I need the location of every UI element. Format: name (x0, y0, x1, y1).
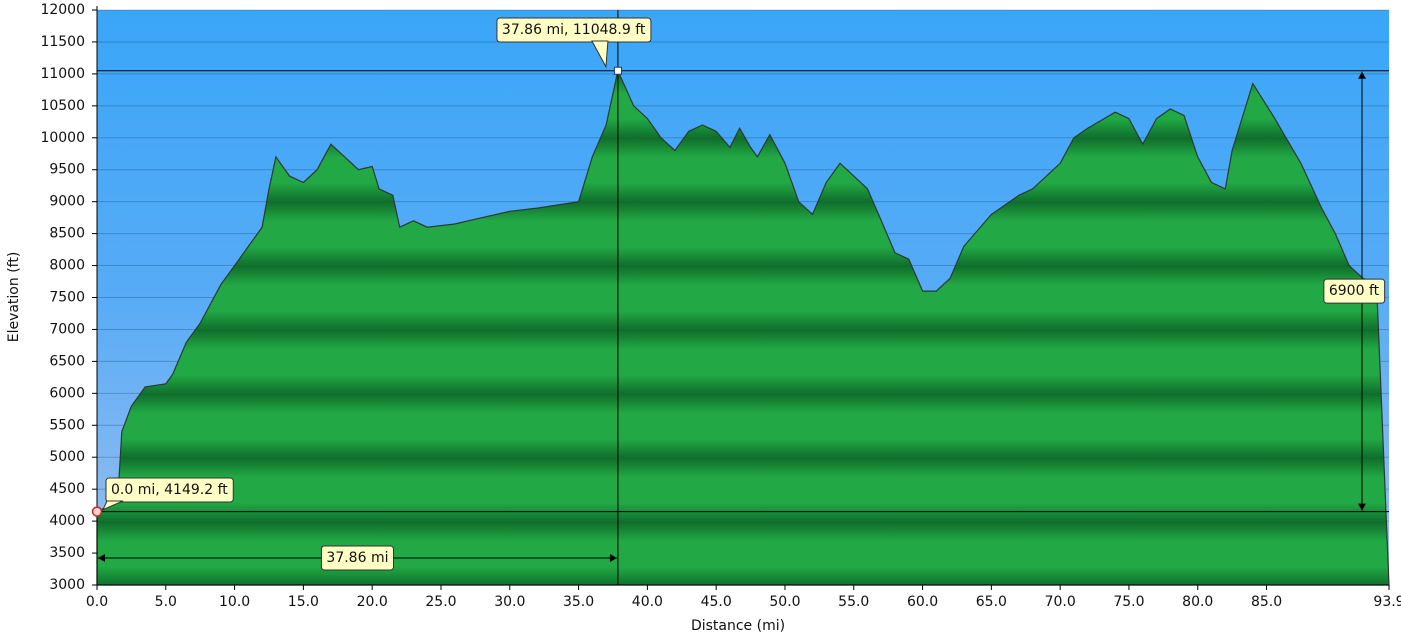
x-tick-label: 50.0 (769, 594, 800, 610)
arrow-head (609, 554, 617, 562)
y-tick-label: 3000 (49, 577, 85, 593)
x-tick-label: 25.0 (425, 594, 456, 610)
x-tick-label: 70.0 (1045, 594, 1076, 610)
x-tick-label: 65.0 (976, 594, 1007, 610)
marker (91, 506, 103, 517)
y-tick-label: 4500 (49, 481, 85, 497)
annotation-box (105, 477, 234, 503)
annotation-box (496, 17, 652, 43)
annotation-pointer (101, 500, 124, 511)
x-tick-label: 80.0 (1182, 594, 1213, 610)
y-tick-label: 6000 (49, 385, 85, 401)
x-tick-label: 20.0 (357, 594, 388, 610)
x-tick-label: 35.0 (563, 594, 594, 610)
y-tick-label: 7000 (49, 321, 85, 337)
arrow-head (1358, 503, 1366, 511)
x-axis-title: Distance (mi) (691, 618, 785, 634)
y-tick-label: 11000 (40, 66, 85, 82)
x-tick-label: 85.0 (1251, 594, 1282, 610)
y-tick-label: 3500 (49, 545, 85, 561)
x-tick-label: 55.0 (838, 594, 869, 610)
x-tick-label: 0.0 (86, 594, 108, 610)
annotation-pointer (591, 40, 609, 69)
marker (613, 66, 622, 75)
y-axis-title: Elevation (ft) (6, 252, 22, 343)
x-tick-label: 93.9 (1373, 594, 1401, 610)
annotation-box (320, 545, 394, 571)
annotation-text: 6900 ft (1329, 283, 1380, 299)
annotation-text: 37.86 mi, 11048.9 ft (502, 22, 646, 38)
y-tick-label: 10000 (40, 130, 85, 146)
y-tick-label: 9500 (49, 162, 85, 178)
x-tick-label: 5.0 (155, 594, 177, 610)
y-tick-label: 11500 (40, 34, 85, 50)
y-tick-label: 4000 (49, 513, 85, 529)
annotation-box (1323, 278, 1386, 304)
y-tick-label: 6500 (49, 353, 85, 369)
y-tick-label: 8000 (49, 258, 85, 274)
x-tick-label: 40.0 (632, 594, 663, 610)
annotation-text: 0.0 mi, 4149.2 ft (111, 482, 228, 498)
y-tick-label: 10500 (40, 98, 85, 114)
x-tick-label: 10.0 (219, 594, 250, 610)
y-tick-label: 9000 (49, 194, 85, 210)
arrow-head (1358, 71, 1366, 79)
y-tick-label: 5000 (49, 449, 85, 465)
x-tick-label: 15.0 (288, 594, 319, 610)
y-tick-label: 5500 (49, 417, 85, 433)
y-tick-label: 8500 (49, 226, 85, 242)
elevation-area (96, 68, 1390, 586)
x-tick-label: 75.0 (1113, 594, 1144, 610)
annotation-text: 37.86 mi (326, 550, 388, 566)
y-tick-label: 7500 (49, 290, 85, 306)
y-tick-label: 12000 (40, 2, 85, 18)
x-tick-label: 60.0 (907, 594, 938, 610)
x-tick-label: 45.0 (701, 594, 732, 610)
x-tick-label: 30.0 (494, 594, 525, 610)
arrow-head (98, 554, 105, 562)
